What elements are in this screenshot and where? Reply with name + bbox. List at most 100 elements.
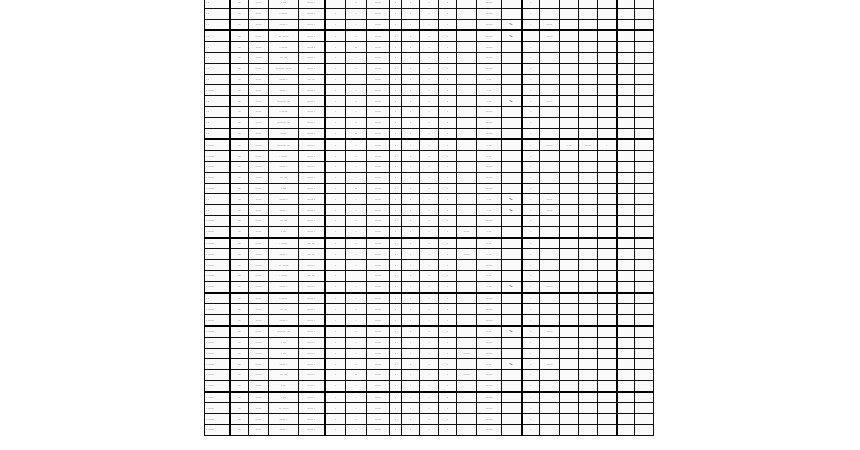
table-cell[interactable] [634, 95, 654, 107]
table-cell[interactable] [559, 347, 579, 360]
table-cell[interactable]: —— [248, 127, 269, 140]
table-cell[interactable]: - [324, 18, 346, 31]
table-cell[interactable]: —— [248, 324, 269, 338]
table-cell[interactable]: - [401, 84, 420, 97]
table-cell[interactable]: - — [559, 138, 579, 152]
table-cell[interactable]: - [401, 369, 420, 381]
table-cell[interactable] [578, 62, 598, 75]
table-cell[interactable]: —— - [268, 358, 299, 371]
table-cell[interactable] [539, 379, 560, 393]
table-cell[interactable] [578, 259, 598, 271]
table-cell[interactable] [501, 160, 523, 173]
table-cell[interactable] [634, 105, 654, 118]
table-cell[interactable] [456, 51, 477, 64]
table-cell[interactable] [578, 182, 598, 195]
table-cell[interactable] [456, 358, 477, 371]
table-cell[interactable] [559, 314, 579, 327]
table-cell[interactable]: - — [476, 193, 502, 206]
table-cell[interactable]: - [521, 84, 540, 97]
table-cell[interactable] [456, 73, 477, 86]
table-cell[interactable]: ——- [476, 0, 502, 9]
table-cell[interactable]: - — [476, 95, 502, 107]
table-cell[interactable]: - —— [204, 314, 231, 327]
table-cell[interactable]: ——- [476, 402, 502, 415]
table-cell[interactable]: - [438, 324, 457, 338]
table-cell[interactable]: —— [366, 29, 390, 43]
table-cell[interactable]: — [229, 73, 249, 86]
table-cell[interactable] [559, 73, 579, 86]
table-cell[interactable]: —— - [298, 225, 326, 239]
table-cell[interactable]: —— [248, 303, 269, 316]
table-cell[interactable]: - [389, 150, 402, 162]
table-cell[interactable]: —— - [268, 18, 299, 31]
table-cell[interactable]: - [521, 160, 540, 173]
table-cell[interactable] [456, 193, 477, 206]
table-cell[interactable] [456, 29, 477, 43]
table-cell[interactable]: - [345, 204, 367, 216]
table-cell[interactable] [597, 95, 618, 107]
table-cell[interactable]: —— [248, 73, 269, 86]
table-cell[interactable]: — [229, 18, 249, 31]
table-cell[interactable] [578, 413, 598, 426]
table-cell[interactable]: - [345, 171, 367, 184]
table-cell[interactable]: - [401, 138, 420, 152]
table-cell[interactable]: — [229, 193, 249, 206]
table-cell[interactable]: - [324, 424, 346, 436]
table-cell[interactable]: - —— [204, 138, 231, 152]
table-cell[interactable] [559, 291, 579, 305]
table-cell[interactable] [559, 236, 579, 250]
table-cell[interactable]: - [438, 182, 457, 195]
table-cell[interactable]: - — [476, 324, 502, 338]
table-cell[interactable]: - [419, 347, 439, 360]
table-cell[interactable]: —— [539, 324, 560, 338]
table-cell[interactable]: - [345, 18, 367, 31]
table-cell[interactable]: —— - [268, 314, 299, 327]
table-cell[interactable]: ——- [476, 62, 502, 75]
table-cell[interactable] [616, 369, 635, 381]
table-cell[interactable] [559, 116, 579, 129]
table-cell[interactable] [559, 324, 579, 338]
table-cell[interactable]: - [521, 413, 540, 426]
table-cell[interactable]: —— [248, 236, 269, 250]
table-cell[interactable] [578, 0, 598, 9]
table-cell[interactable] [597, 18, 618, 31]
table-cell[interactable] [578, 424, 598, 436]
table-cell[interactable] [634, 280, 654, 294]
table-cell[interactable] [578, 236, 598, 250]
table-cell[interactable]: —— - [298, 413, 326, 426]
table-cell[interactable]: - - [204, 7, 231, 20]
table-cell[interactable]: - [324, 303, 346, 316]
table-cell[interactable]: - [389, 214, 402, 227]
table-cell[interactable] [559, 18, 579, 31]
table-cell[interactable] [456, 314, 477, 327]
table-cell[interactable] [578, 116, 598, 129]
table-cell[interactable]: - [389, 105, 402, 118]
table-cell[interactable] [578, 324, 598, 338]
table-cell[interactable]: —— - [298, 84, 326, 97]
table-cell[interactable]: - [438, 269, 457, 282]
table-cell[interactable]: —— [248, 369, 269, 381]
table-cell[interactable]: - [438, 413, 457, 426]
table-cell[interactable] [559, 369, 579, 381]
table-cell[interactable]: —— - [298, 127, 326, 140]
table-cell[interactable]: - [389, 138, 402, 152]
table-cell[interactable]: - - [204, 18, 231, 31]
table-cell[interactable] [501, 0, 523, 9]
table-cell[interactable]: ——- [476, 18, 502, 31]
table-cell[interactable] [559, 0, 579, 9]
table-cell[interactable] [501, 116, 523, 129]
table-cell[interactable]: - [324, 29, 346, 43]
table-cell[interactable] [501, 171, 523, 184]
table-cell[interactable]: - [419, 204, 439, 216]
table-cell[interactable] [559, 62, 579, 75]
table-cell[interactable] [634, 248, 654, 261]
table-cell[interactable] [616, 259, 635, 271]
table-cell[interactable]: —— [578, 138, 598, 152]
table-cell[interactable]: - —— [268, 236, 299, 250]
table-cell[interactable]: —— - [298, 116, 326, 129]
table-cell[interactable] [616, 347, 635, 360]
table-cell[interactable]: - [345, 214, 367, 227]
table-cell[interactable]: - [389, 424, 402, 436]
table-cell[interactable]: —— [366, 171, 390, 184]
table-cell[interactable] [597, 402, 618, 415]
